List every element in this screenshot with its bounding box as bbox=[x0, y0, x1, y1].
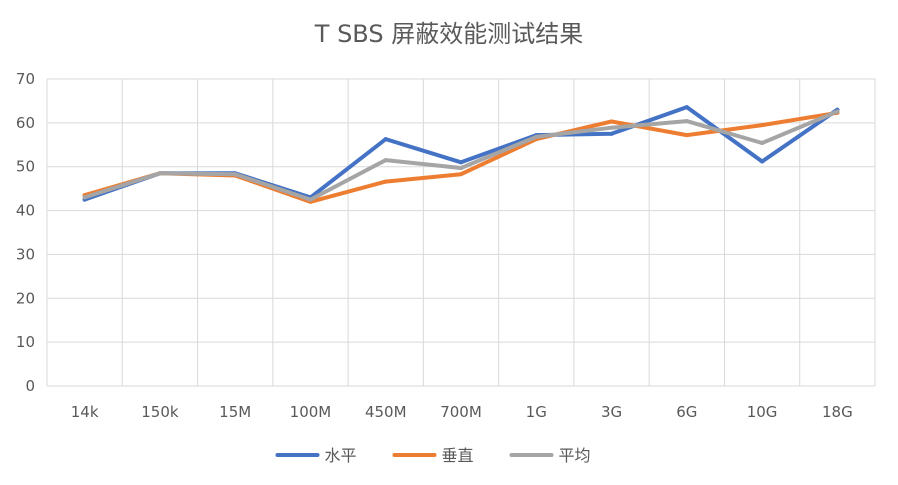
data-point bbox=[383, 158, 388, 163]
y-tick-label: 20 bbox=[16, 289, 35, 307]
data-point bbox=[835, 109, 840, 114]
data-point bbox=[609, 131, 614, 136]
x-tick-label: 10G bbox=[747, 403, 778, 421]
data-point bbox=[534, 134, 539, 139]
x-tick-label: 1G bbox=[526, 403, 547, 421]
x-tick-label: 150k bbox=[141, 403, 179, 421]
y-tick-label: 10 bbox=[16, 333, 35, 351]
data-point bbox=[609, 125, 614, 130]
data-point bbox=[157, 171, 162, 176]
x-tick-label: 6G bbox=[676, 403, 697, 421]
legend-label: 水平 bbox=[325, 446, 357, 465]
data-point bbox=[760, 123, 765, 128]
data-point bbox=[760, 141, 765, 146]
y-tick-label: 40 bbox=[16, 202, 35, 220]
data-point bbox=[459, 172, 463, 177]
chart-title: T SBS 屏蔽效能测试结果 bbox=[314, 20, 583, 48]
data-point bbox=[308, 197, 313, 202]
legend-label: 垂直 bbox=[442, 446, 474, 465]
y-tick-label: 50 bbox=[16, 158, 35, 176]
x-tick-label: 18G bbox=[822, 403, 853, 421]
data-point bbox=[82, 195, 87, 200]
x-tick-label: 100M bbox=[290, 403, 332, 421]
data-point bbox=[760, 159, 765, 164]
legend: 水平 垂直 平均 bbox=[275, 446, 591, 465]
legend-label: 平均 bbox=[559, 446, 591, 465]
data-point bbox=[459, 166, 463, 171]
data-point bbox=[684, 133, 689, 138]
data-point bbox=[684, 119, 689, 124]
data-point bbox=[684, 105, 689, 110]
data-point bbox=[233, 172, 238, 177]
x-tick-label: 450M bbox=[365, 403, 407, 421]
x-tick-label: 3G bbox=[601, 403, 622, 421]
x-tick-label: 14k bbox=[71, 403, 99, 421]
data-point bbox=[383, 137, 388, 142]
y-tick-label: 30 bbox=[16, 245, 35, 263]
data-point bbox=[609, 119, 614, 124]
series-lines bbox=[82, 105, 840, 204]
y-tick-label: 70 bbox=[16, 70, 35, 88]
y-tick-label: 60 bbox=[16, 114, 35, 132]
x-tick-label: 700M bbox=[440, 403, 482, 421]
data-point bbox=[383, 179, 388, 184]
y-tick-label: 0 bbox=[25, 377, 35, 395]
data-point bbox=[459, 160, 463, 165]
axes: 0 10 20 30 40 50 60 70 14k 150k 15M 100M 450M 700M 1G 3… bbox=[16, 70, 853, 421]
x-tick-label: 15M bbox=[219, 403, 251, 421]
